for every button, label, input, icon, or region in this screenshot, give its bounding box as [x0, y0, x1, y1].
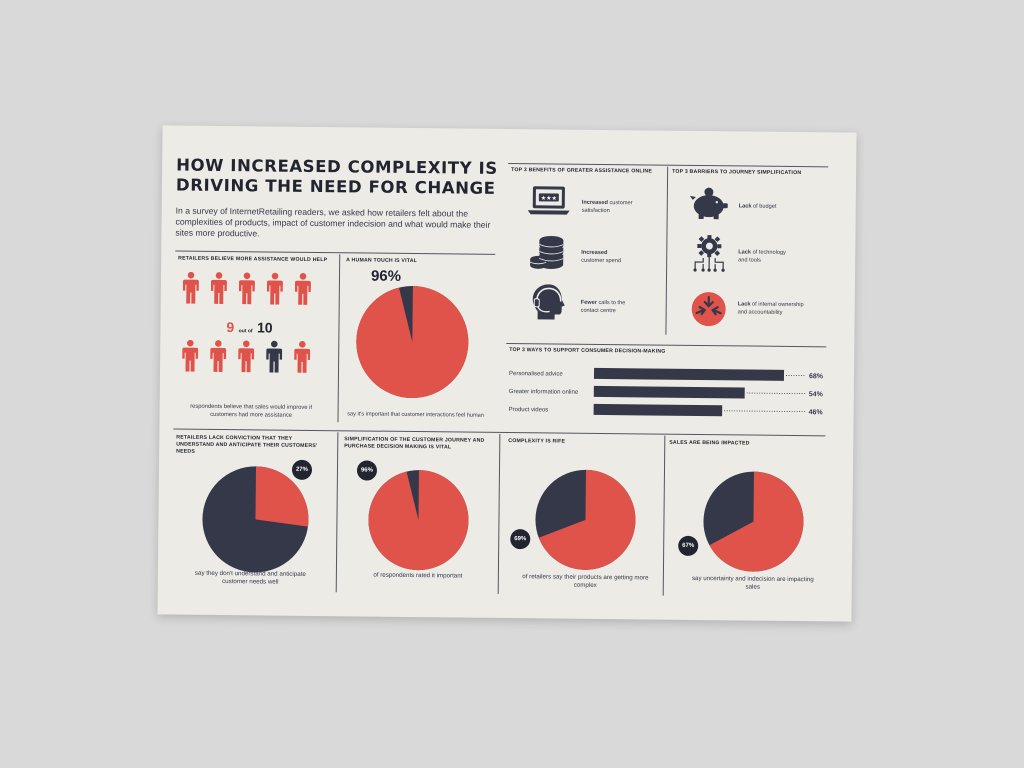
- assistance-caption: respondents believe that sales would imp…: [190, 403, 313, 419]
- intro-text: In a survey of InternetRetailing readers…: [175, 205, 491, 239]
- barrier-1-bold: Lack: [738, 203, 752, 210]
- decision-bar-chart: Personalised advice 68% Greater informatio…: [509, 367, 824, 417]
- assistance-human-divider: [337, 254, 341, 423]
- conviction-heading: RETAILERS LACK CONVICTION THAT THEY UNDE…: [176, 434, 318, 455]
- complexity-pie-chart: [535, 469, 636, 570]
- benefits-heading: TOP 3 BENEFITS OF GREATER ASSISTANCE ONL…: [511, 167, 653, 175]
- sales-value-badge: 67%: [678, 535, 699, 557]
- simplification-value-slice: [368, 470, 469, 571]
- bar-leader-line: [746, 392, 806, 395]
- sales-pie-chart: [703, 471, 804, 572]
- bar: [593, 367, 785, 381]
- person-icon: [210, 272, 227, 305]
- stat-mid: out of: [238, 328, 253, 335]
- person-icon: [266, 340, 283, 373]
- piggy-bank-icon: [689, 186, 729, 225]
- conviction-value-badge: 27%: [291, 459, 313, 480]
- benefit-item-3: Fewer calls to the contact centre: [581, 300, 626, 315]
- barrier-2-line2: and tools: [738, 256, 761, 264]
- sales-heading: SALES ARE BEING IMPACTED: [669, 439, 750, 447]
- human-caption: say it's important that customer interac…: [347, 411, 484, 419]
- simplification-heading: SIMPLIFICATION OF THE CUSTOMER JOURNEY A…: [344, 436, 485, 451]
- sales-caption: say uncertainty and indecision are impac…: [691, 574, 814, 591]
- barrier-1-text: of budget: [751, 203, 777, 210]
- conviction-pie-chart: [202, 466, 309, 573]
- human-pie-chart: [356, 286, 469, 399]
- infographic-sheet: HOW INCREASED COMPLEXITY IS DRIVING THE …: [157, 125, 857, 622]
- person-icon: [182, 271, 199, 304]
- laptop-rating-icon: ★★★: [527, 184, 571, 221]
- benefit-3-bold: Fewer: [580, 299, 597, 306]
- barrier-3-text: of internal ownership: [750, 301, 804, 309]
- bar: [593, 403, 723, 417]
- barrier-3-bold: Lack: [737, 301, 751, 308]
- bar-value-label: 46%: [809, 409, 824, 416]
- simplification-caption: of respondents rated it important: [373, 571, 463, 580]
- human-value-slice: [356, 286, 469, 398]
- gear-network-icon: [689, 234, 729, 277]
- barrier-item-3: Lack of internal ownership and accountab…: [738, 301, 804, 317]
- person-icon: [294, 341, 311, 373]
- left-mid-rule: [175, 250, 496, 255]
- person-icon: [266, 272, 283, 305]
- bar-category-label: Greater information online: [509, 389, 579, 396]
- complexity-caption: of retailers say their products are gett…: [522, 573, 649, 589]
- benefit-1-bold: Increased: [581, 199, 608, 207]
- title-line-2: DRIVING THE NEED FOR CHANGE: [175, 175, 496, 198]
- conviction-caption: say they don't understand and anticipate…: [194, 569, 306, 586]
- people-grid: [182, 271, 323, 373]
- headset-agent-icon: [528, 281, 568, 326]
- stat-num: 9: [226, 319, 235, 336]
- benefit-item-1: Increased customer satisfaction: [582, 200, 633, 216]
- person-icon: [238, 340, 255, 373]
- barrier-2-text: of technology: [750, 249, 786, 256]
- barrier-item-2: Lack of technology and tools: [738, 249, 786, 264]
- simplification-pie-chart: [368, 470, 469, 571]
- stat-den: 10: [256, 319, 273, 336]
- benefit-2-bold: Increased: [581, 249, 608, 257]
- nine-out-of-ten: 9 out of 10: [226, 319, 272, 337]
- page-title: HOW INCREASED COMPLEXITY IS DRIVING THE …: [176, 156, 506, 199]
- benefit-item-2: Increased customer spend: [581, 250, 621, 265]
- barrier-2-bold: Lack: [738, 249, 752, 256]
- assistance-heading: RETAILERS BELIEVE MORE ASSISTANCE WOULD …: [178, 255, 328, 264]
- barrier-3-line2: and accountability: [737, 308, 783, 316]
- bottom-divider-1: [335, 432, 339, 593]
- human-value-label: 96%: [370, 267, 402, 285]
- person-icon: [238, 272, 255, 305]
- person-icon: [210, 340, 227, 373]
- arrows-inward-icon: [690, 291, 726, 332]
- benefit-1-text: customer: [607, 200, 633, 207]
- human-heading: A HUMAN TOUCH IS VITAL: [346, 257, 418, 265]
- bar-category-label: Product videos: [509, 407, 549, 413]
- complexity-heading: COMPLEXITY IS RIFE: [508, 438, 566, 445]
- complexity-value-badge: 69%: [510, 529, 531, 550]
- bar-leader-line: [724, 410, 806, 413]
- barriers-heading: TOP 3 BARRIERS TO JOURNEY SIMPLIFICATION: [672, 168, 802, 177]
- barrier-item-1: Lack of budget: [739, 203, 777, 211]
- benefits-barriers-divider: [665, 166, 669, 335]
- benefit-3-line2: contact centre: [580, 307, 616, 314]
- bar-value-label: 54%: [809, 391, 824, 398]
- benefit-3-text: calls to the: [596, 299, 626, 307]
- bar-category-label: Personalised advice: [509, 371, 563, 378]
- coins-stack-icon: [529, 234, 569, 275]
- sales-value-slice: [709, 471, 804, 572]
- benefit-2-line2: customer spend: [581, 257, 622, 264]
- conviction-value-slice: [255, 466, 309, 527]
- person-icon: [182, 339, 199, 372]
- benefit-1-line2: satisfaction: [581, 207, 610, 214]
- decision-heading: TOP 3 WAYS TO SUPPORT CONSUMER DECISION-…: [509, 347, 666, 355]
- simplification-value-badge: 96%: [356, 460, 378, 481]
- bar-value-label: 68%: [809, 373, 824, 380]
- bar: [593, 385, 745, 399]
- bottom-divider-2: [497, 433, 501, 594]
- svg-text:★★★: ★★★: [541, 195, 557, 202]
- person-icon: [294, 273, 311, 305]
- bottom-divider-3: [662, 435, 666, 596]
- complexity-value-slice: [538, 469, 636, 570]
